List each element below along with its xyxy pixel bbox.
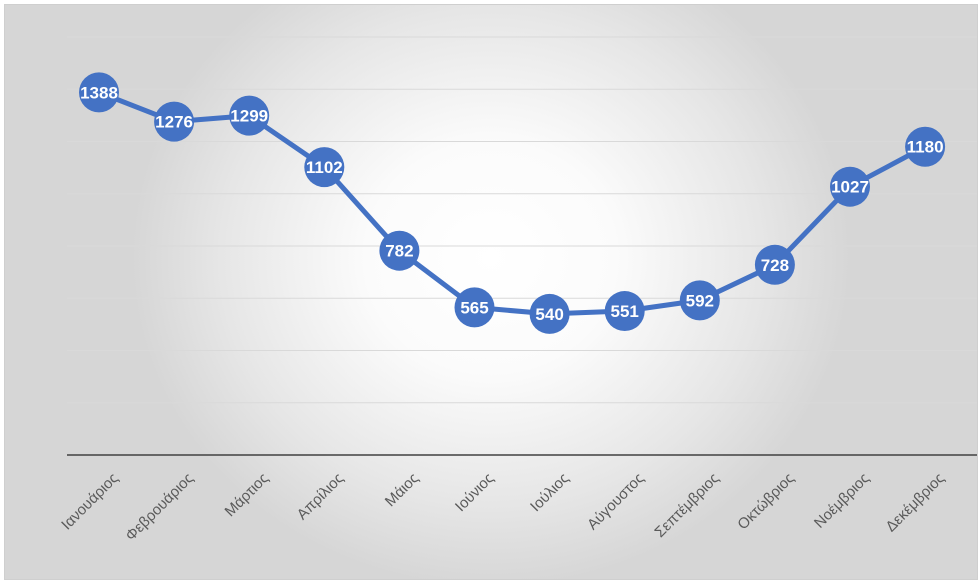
data-point: 1180 [905,126,946,167]
x-tick-label: Ιούλιος [527,470,572,515]
x-tick-label: Δεκέμβριος [882,470,947,535]
point-marker [229,95,270,136]
data-point: 1388 [79,72,119,113]
data-label: 728 [761,256,789,275]
series-line [98,90,927,317]
x-tick-label: Μάρτιος [222,470,272,520]
point-marker [604,291,645,332]
data-label: 551 [611,302,639,321]
markers: 1388 1276 1299 1102 782 565 540 551 592 728 1027 11… [79,72,946,334]
point-marker [379,230,420,271]
data-label: 565 [460,298,488,317]
x-tick-label: Μάιος [382,470,422,510]
data-label: 782 [385,242,413,261]
data-label: 592 [686,291,714,310]
data-point: 540 [529,293,570,334]
data-label: 1276 [155,113,193,132]
data-point: 565 [454,287,495,328]
data-point: 782 [379,230,420,271]
data-label: 1027 [831,178,869,197]
line-chart: 1388 1276 1299 1102 782 565 540 551 592 728 1027 11… [58,36,977,545]
data-point: 728 [754,244,795,285]
point-marker [529,293,570,334]
x-tick-label: Ιούνιος [452,470,497,515]
point-marker [754,244,795,285]
point-marker [79,72,119,113]
data-point: 592 [679,280,720,321]
x-tick-label: Απρίλιος [294,470,347,523]
x-tick-label: Ιανουάριος [58,470,122,534]
point-marker [304,147,345,188]
x-tick-label: Φεβρουάριος [122,470,197,545]
data-point: 1276 [154,101,195,142]
data-label: 1102 [306,158,343,177]
data-label: 1388 [80,83,118,102]
data-point: 1102 [304,147,345,188]
chart-area: 1388 1276 1299 1102 782 565 540 551 592 728 1027 11… [4,4,978,580]
x-tick-labels: Ιανουάριος Φεβρουάριος Μάρτιος Απρίλιος Μάιο… [58,470,948,545]
data-point: 1299 [229,95,270,136]
point-marker [454,287,495,328]
data-point: 551 [604,291,645,332]
data-label: 1299 [230,107,268,126]
point-marker [905,126,946,167]
x-tick-label: Οκτώβριος [734,470,797,533]
point-marker [830,166,870,207]
x-tick-label: Νοέμβριος [811,470,873,532]
point-marker [154,101,195,142]
data-point: 1027 [830,166,870,207]
x-tick-label: Σεπτέμβριος [651,470,722,541]
data-label: 1180 [907,138,944,157]
gridlines [67,36,977,404]
x-tick-label: Αύγουστος [584,470,647,533]
data-label: 540 [535,305,563,324]
point-marker [679,280,720,321]
